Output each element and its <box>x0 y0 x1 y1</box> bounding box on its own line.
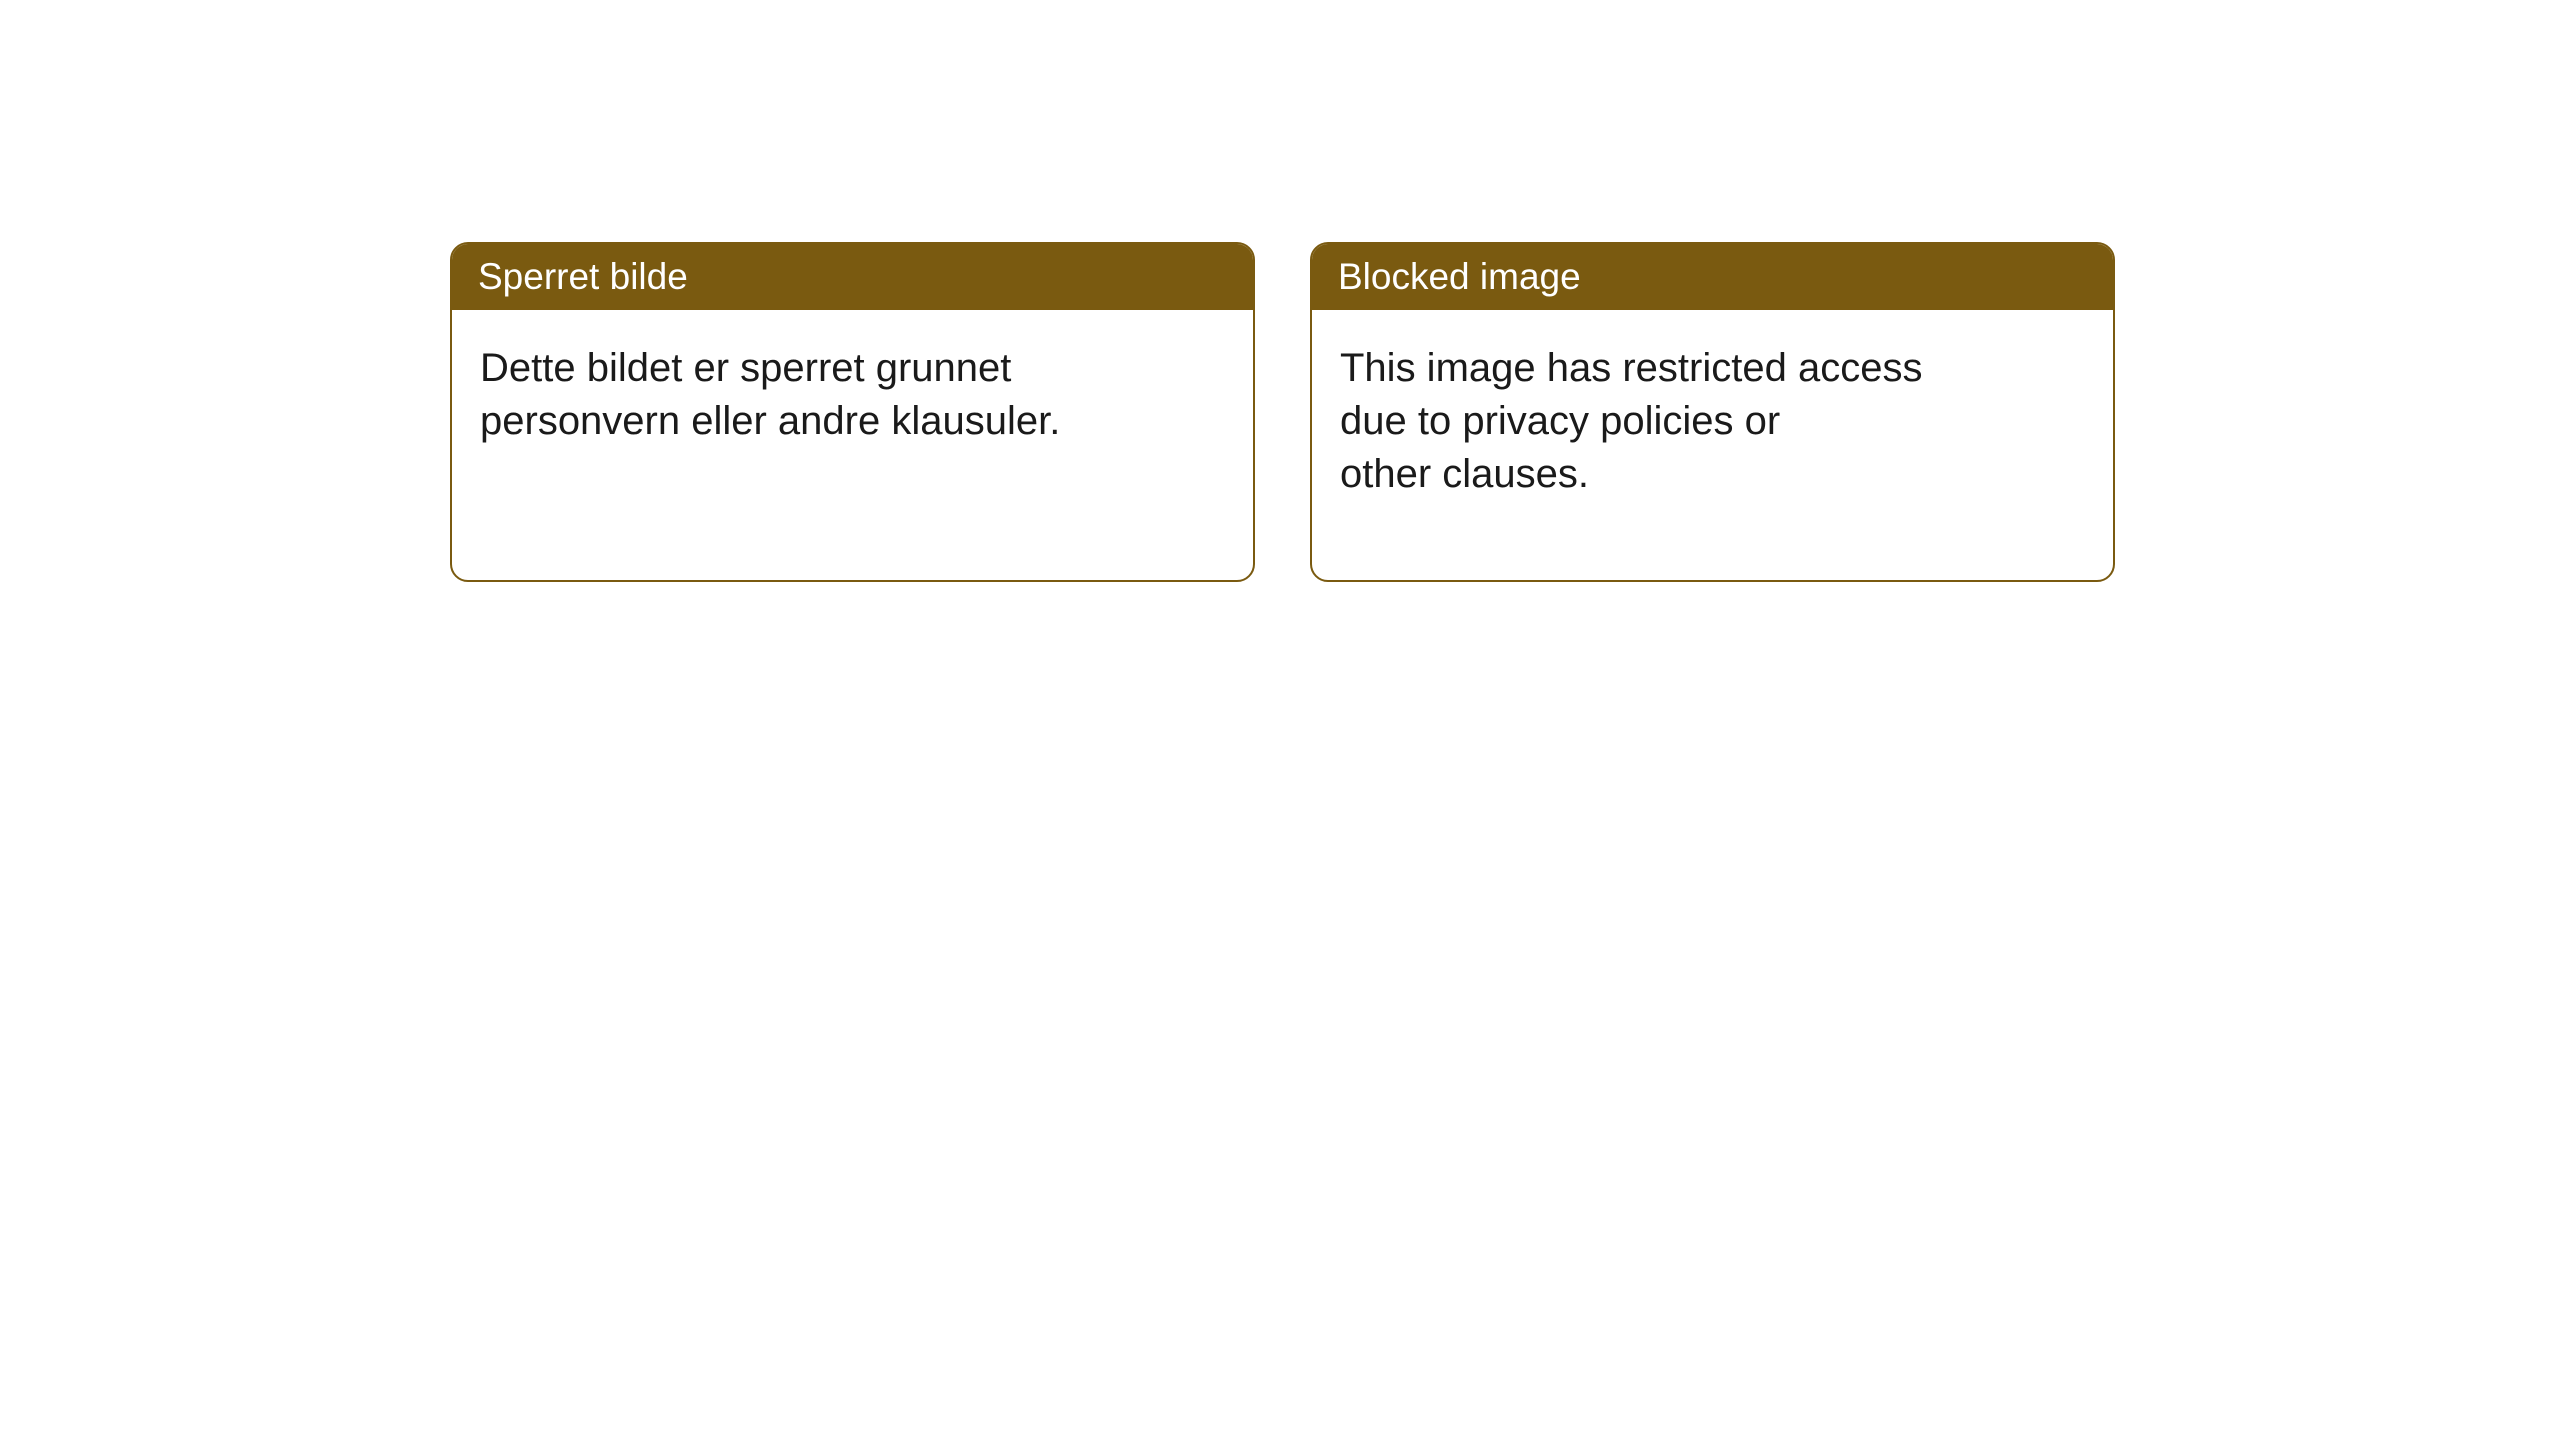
notice-body: This image has restricted access due to … <box>1312 310 1992 580</box>
notice-body: Dette bildet er sperret grunnet personve… <box>452 310 1132 528</box>
notice-card-english: Blocked image This image has restricted … <box>1310 242 2115 582</box>
notice-header: Blocked image <box>1312 244 2113 310</box>
notice-body-text: This image has restricted access due to … <box>1340 346 1922 496</box>
notice-title: Blocked image <box>1338 256 1581 297</box>
notice-title: Sperret bilde <box>478 256 688 297</box>
notice-header: Sperret bilde <box>452 244 1253 310</box>
notice-container: Sperret bilde Dette bildet er sperret gr… <box>0 0 2560 582</box>
notice-body-text: Dette bildet er sperret grunnet personve… <box>480 346 1060 443</box>
notice-card-norwegian: Sperret bilde Dette bildet er sperret gr… <box>450 242 1255 582</box>
